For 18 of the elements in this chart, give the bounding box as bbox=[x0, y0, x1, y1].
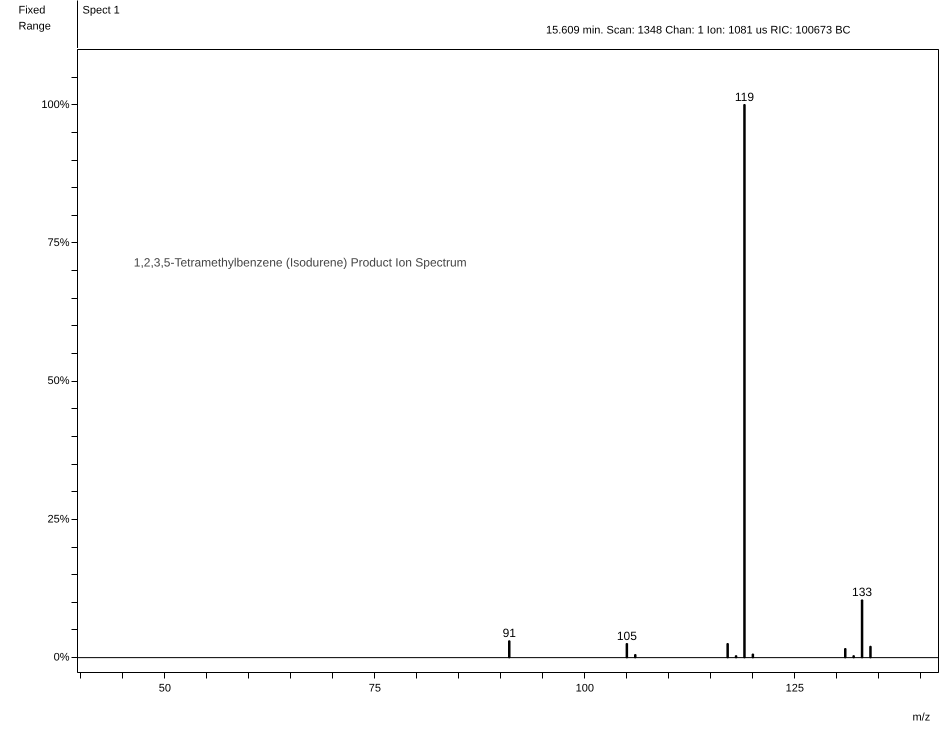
y-tick-label: 0% bbox=[54, 652, 70, 664]
annotation: 133 bbox=[852, 585, 872, 600]
y-tick-label: 50% bbox=[47, 375, 70, 388]
text: 1,2,3,5-Tetramethylbenzene (Isodurene) Product Ion Spectrum bbox=[134, 256, 467, 270]
x-axis-title: m/z bbox=[912, 712, 930, 724]
x-tick-label: 75 bbox=[368, 682, 381, 694]
y-tick-label: 75% bbox=[47, 236, 70, 249]
y-tick-label: 100% bbox=[41, 98, 70, 111]
text: Fixed Range bbox=[18, 4, 51, 32]
x-tick-label: 50 bbox=[158, 682, 171, 694]
annotation: 91 bbox=[502, 626, 516, 640]
x-tick-label: 100 bbox=[576, 682, 594, 694]
chart-subtitle: 15.609 min. Scan: 1348 Chan: 1 Ion: 1081 us RIC: 100673 BC bbox=[546, 24, 851, 36]
y-tick-label: 25% bbox=[47, 513, 70, 526]
annotation: 105 bbox=[616, 628, 638, 643]
text: Spect 1 bbox=[82, 4, 120, 16]
annotation: 119 bbox=[734, 90, 754, 104]
x-tick-label: 125 bbox=[786, 682, 804, 694]
